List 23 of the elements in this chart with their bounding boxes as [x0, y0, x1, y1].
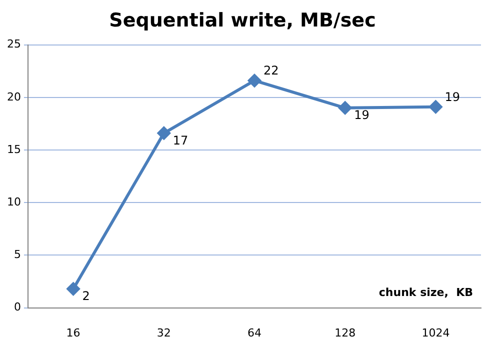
data-label: 19 [444, 90, 460, 104]
x-tick-label: 32 [156, 326, 171, 340]
point [429, 100, 442, 114]
point [157, 126, 170, 140]
chart-title: Sequential write, MB/sec [109, 9, 376, 32]
point [338, 101, 352, 114]
data-label: 22 [264, 64, 279, 78]
point [66, 282, 80, 296]
point [248, 74, 261, 88]
x-axis-title: chunk size, KB [378, 286, 473, 299]
y-tick-label: 25 [6, 38, 21, 51]
x-tick-label: 128 [334, 326, 356, 340]
data-label: 17 [172, 133, 188, 148]
x-tick-label: 16 [66, 326, 80, 340]
y-tick-label: 20 [6, 90, 21, 104]
x-tick-label: 64 [248, 326, 262, 340]
y-tick-label: 15 [6, 142, 21, 156]
y-tick-label: 5 [14, 248, 21, 262]
x-tick-label: 1024 [422, 326, 450, 340]
y-tick-label: 10 [6, 195, 21, 208]
data-label: 19 [354, 108, 370, 122]
data-label: 2 [82, 288, 90, 303]
y-tick-label: 0 [14, 300, 21, 314]
